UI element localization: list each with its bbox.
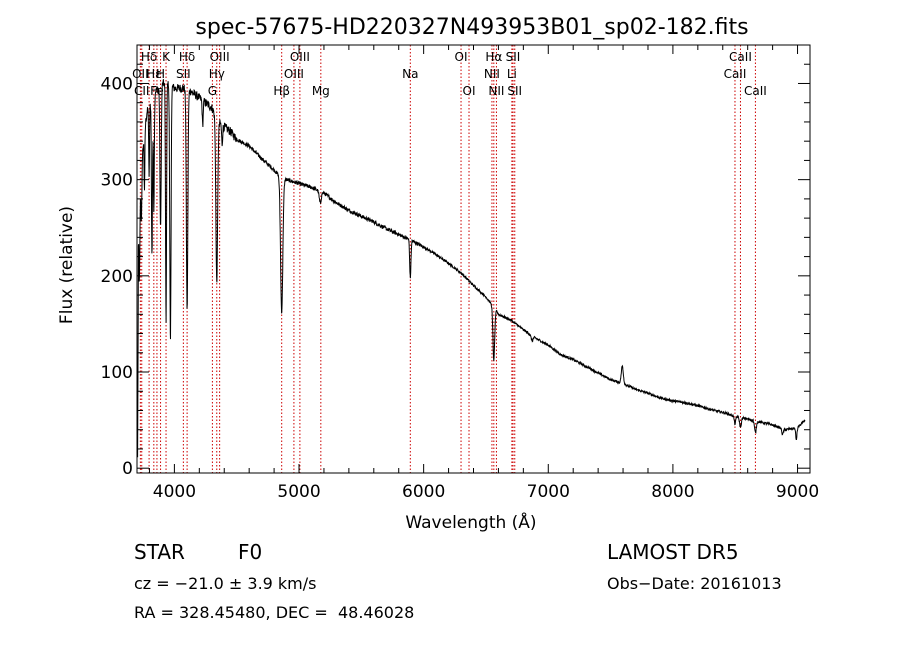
line-label: K xyxy=(162,50,171,64)
line-label: Hδ xyxy=(141,50,157,64)
line-label: CaII xyxy=(744,84,767,98)
line-label: SII xyxy=(506,50,521,64)
line-label: OIII xyxy=(290,50,310,64)
line-label: CII xyxy=(134,84,149,98)
x-axis-ticks: 4000 5000 6000 7000 8000 9000 xyxy=(148,45,819,502)
line-label: H xyxy=(156,67,165,81)
line-label: SII xyxy=(507,84,522,98)
line-label: Hγ xyxy=(209,67,225,81)
line-label: Hε xyxy=(146,67,162,81)
line-label: Li xyxy=(507,67,517,81)
y-tick-label: 100 xyxy=(101,363,133,383)
redshift-info: cz = −21.0 ± 3.9 km/s xyxy=(134,574,317,593)
x-tick-label: 5000 xyxy=(277,482,320,502)
line-label: CaII xyxy=(724,67,747,81)
line-label: Hδ xyxy=(179,50,195,64)
line-label: Fe xyxy=(150,84,164,98)
line-label: CaII xyxy=(729,50,752,64)
y-tick-label: 300 xyxy=(101,171,133,191)
x-tick-label: 7000 xyxy=(527,482,570,502)
line-label: Hβ xyxy=(273,84,290,98)
line-markers xyxy=(139,45,756,473)
line-label: OI xyxy=(463,84,476,98)
x-tick-label: 8000 xyxy=(651,482,694,502)
y-tick-label: 200 xyxy=(101,267,133,287)
line-label: Mg xyxy=(312,84,330,98)
line-label: NII xyxy=(484,67,500,81)
spectrum-line xyxy=(137,79,806,458)
line-label: G xyxy=(208,84,217,98)
line-label: OIII xyxy=(284,67,304,81)
observation-date: Obs−Date: 20161013 xyxy=(607,574,782,593)
x-tick-label: 4000 xyxy=(153,482,196,502)
line-label: Hα xyxy=(485,50,502,64)
object-subclass: F0 xyxy=(238,540,263,564)
line-label: NII xyxy=(488,84,504,98)
chart-title: spec-57675-HD220327N493953B01_sp02-182.f… xyxy=(195,15,748,40)
line-label: Na xyxy=(402,67,418,81)
survey-label: LAMOST DR5 xyxy=(607,540,739,564)
y-tick-label: 400 xyxy=(101,74,133,94)
line-label: OI xyxy=(455,50,468,64)
y-axis-label: Flux (relative) xyxy=(57,206,77,324)
line-label: OII xyxy=(132,67,149,81)
y-tick-label: 0 xyxy=(122,459,133,479)
line-label: SII xyxy=(176,67,191,81)
x-tick-label: 9000 xyxy=(776,482,819,502)
coordinates: RA = 328.45480, DEC = 48.46028 xyxy=(134,603,415,622)
line-labels: Hδ OII CII Hε Fe KH Hδ SII OIII Hγ G OIII OIII Hβ Mg Na… xyxy=(132,50,767,98)
x-axis-label: Wavelength (Å) xyxy=(405,511,536,533)
x-tick-label: 6000 xyxy=(402,482,445,502)
y-axis-ticks: 0 100 200 300 400 xyxy=(101,63,810,479)
line-label: OIII xyxy=(210,50,230,64)
object-class: STAR xyxy=(134,540,185,564)
